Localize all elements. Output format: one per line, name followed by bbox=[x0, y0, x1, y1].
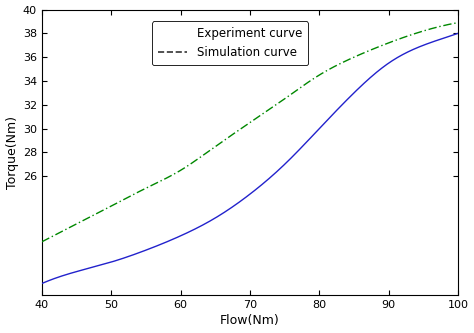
Y-axis label: Torque(Nm): Torque(Nm) bbox=[6, 116, 18, 189]
X-axis label: Flow(Nm): Flow(Nm) bbox=[220, 314, 280, 327]
Legend: Experiment curve, Simulation curve: Experiment curve, Simulation curve bbox=[152, 21, 308, 65]
